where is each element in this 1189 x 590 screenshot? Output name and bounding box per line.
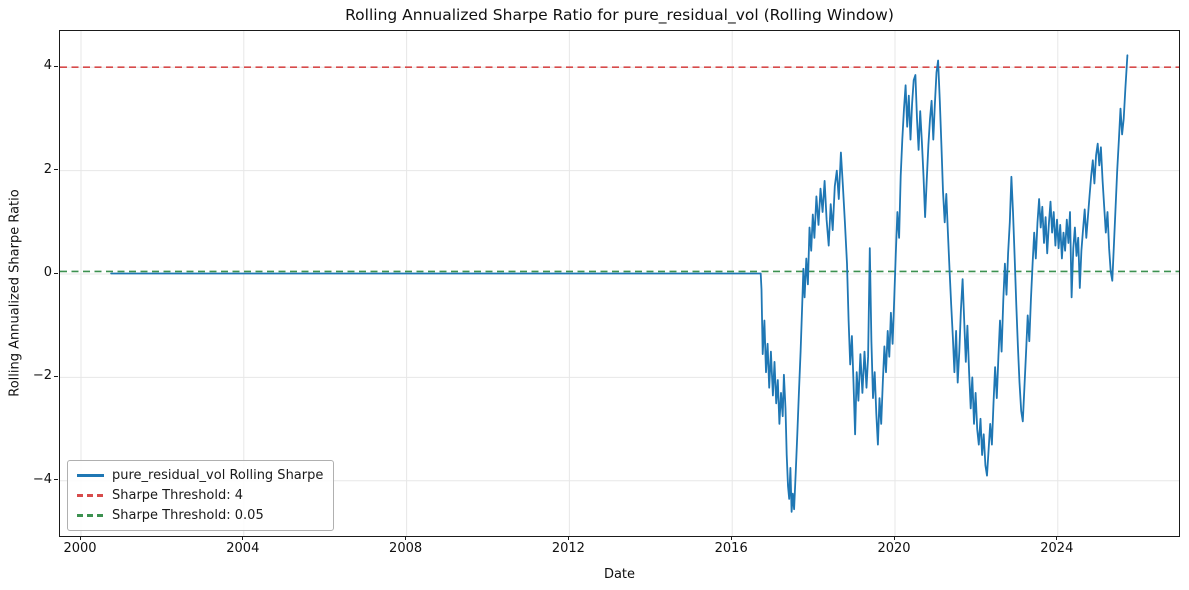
- x-tick-mark: [567, 536, 569, 540]
- x-tick-mark: [79, 536, 81, 540]
- red-dashed-swatch: [77, 494, 104, 497]
- x-tick-label: 2000: [63, 541, 97, 556]
- chart-svg: [60, 31, 1179, 536]
- y-tick-mark: [54, 375, 58, 377]
- green-dashed-swatch: [77, 514, 104, 517]
- x-tick-mark: [242, 536, 244, 540]
- y-tick-label: −4: [32, 471, 52, 487]
- x-tick-mark: [1056, 536, 1058, 540]
- rolling-sharpe-line: [110, 54, 1129, 513]
- legend-label-series: pure_residual_vol Rolling Sharpe: [112, 468, 324, 483]
- legend-item-threshold-005: Sharpe Threshold: 0.05: [77, 508, 323, 523]
- y-tick-label: 0: [43, 265, 52, 280]
- legend-item-threshold-4: Sharpe Threshold: 4: [77, 488, 323, 503]
- y-axis-label: Rolling Annualized Sharpe Ratio: [7, 189, 23, 397]
- x-tick-label: 2016: [714, 541, 748, 556]
- y-tick-label: −2: [32, 368, 52, 384]
- y-tick-label: 2: [43, 161, 52, 177]
- x-tick-label: 2008: [389, 541, 423, 556]
- y-tick-mark: [54, 272, 58, 274]
- series-line-swatch: [77, 474, 104, 477]
- x-axis-label: Date: [603, 567, 636, 582]
- x-tick-mark: [730, 536, 732, 540]
- legend-label-threshold-005: Sharpe Threshold: 0.05: [112, 508, 264, 523]
- y-tick-mark: [54, 479, 58, 481]
- x-tick-label: 2020: [877, 541, 911, 556]
- legend-label-threshold-4: Sharpe Threshold: 4: [112, 488, 244, 503]
- y-tick-mark: [54, 169, 58, 171]
- chart-title: Rolling Annualized Sharpe Ratio for pure…: [345, 6, 894, 24]
- y-tick-mark: [54, 65, 58, 67]
- plot-area: pure_residual_vol Rolling Sharpe Sharpe …: [59, 30, 1180, 537]
- x-tick-mark: [893, 536, 895, 540]
- legend-box: pure_residual_vol Rolling Sharpe Sharpe …: [67, 460, 335, 531]
- x-tick-label: 2024: [1040, 541, 1074, 556]
- legend-item-series: pure_residual_vol Rolling Sharpe: [77, 468, 323, 483]
- x-tick-mark: [405, 536, 407, 540]
- x-tick-label: 2012: [551, 541, 585, 556]
- y-tick-label: 4: [43, 58, 52, 74]
- x-tick-label: 2004: [226, 541, 260, 556]
